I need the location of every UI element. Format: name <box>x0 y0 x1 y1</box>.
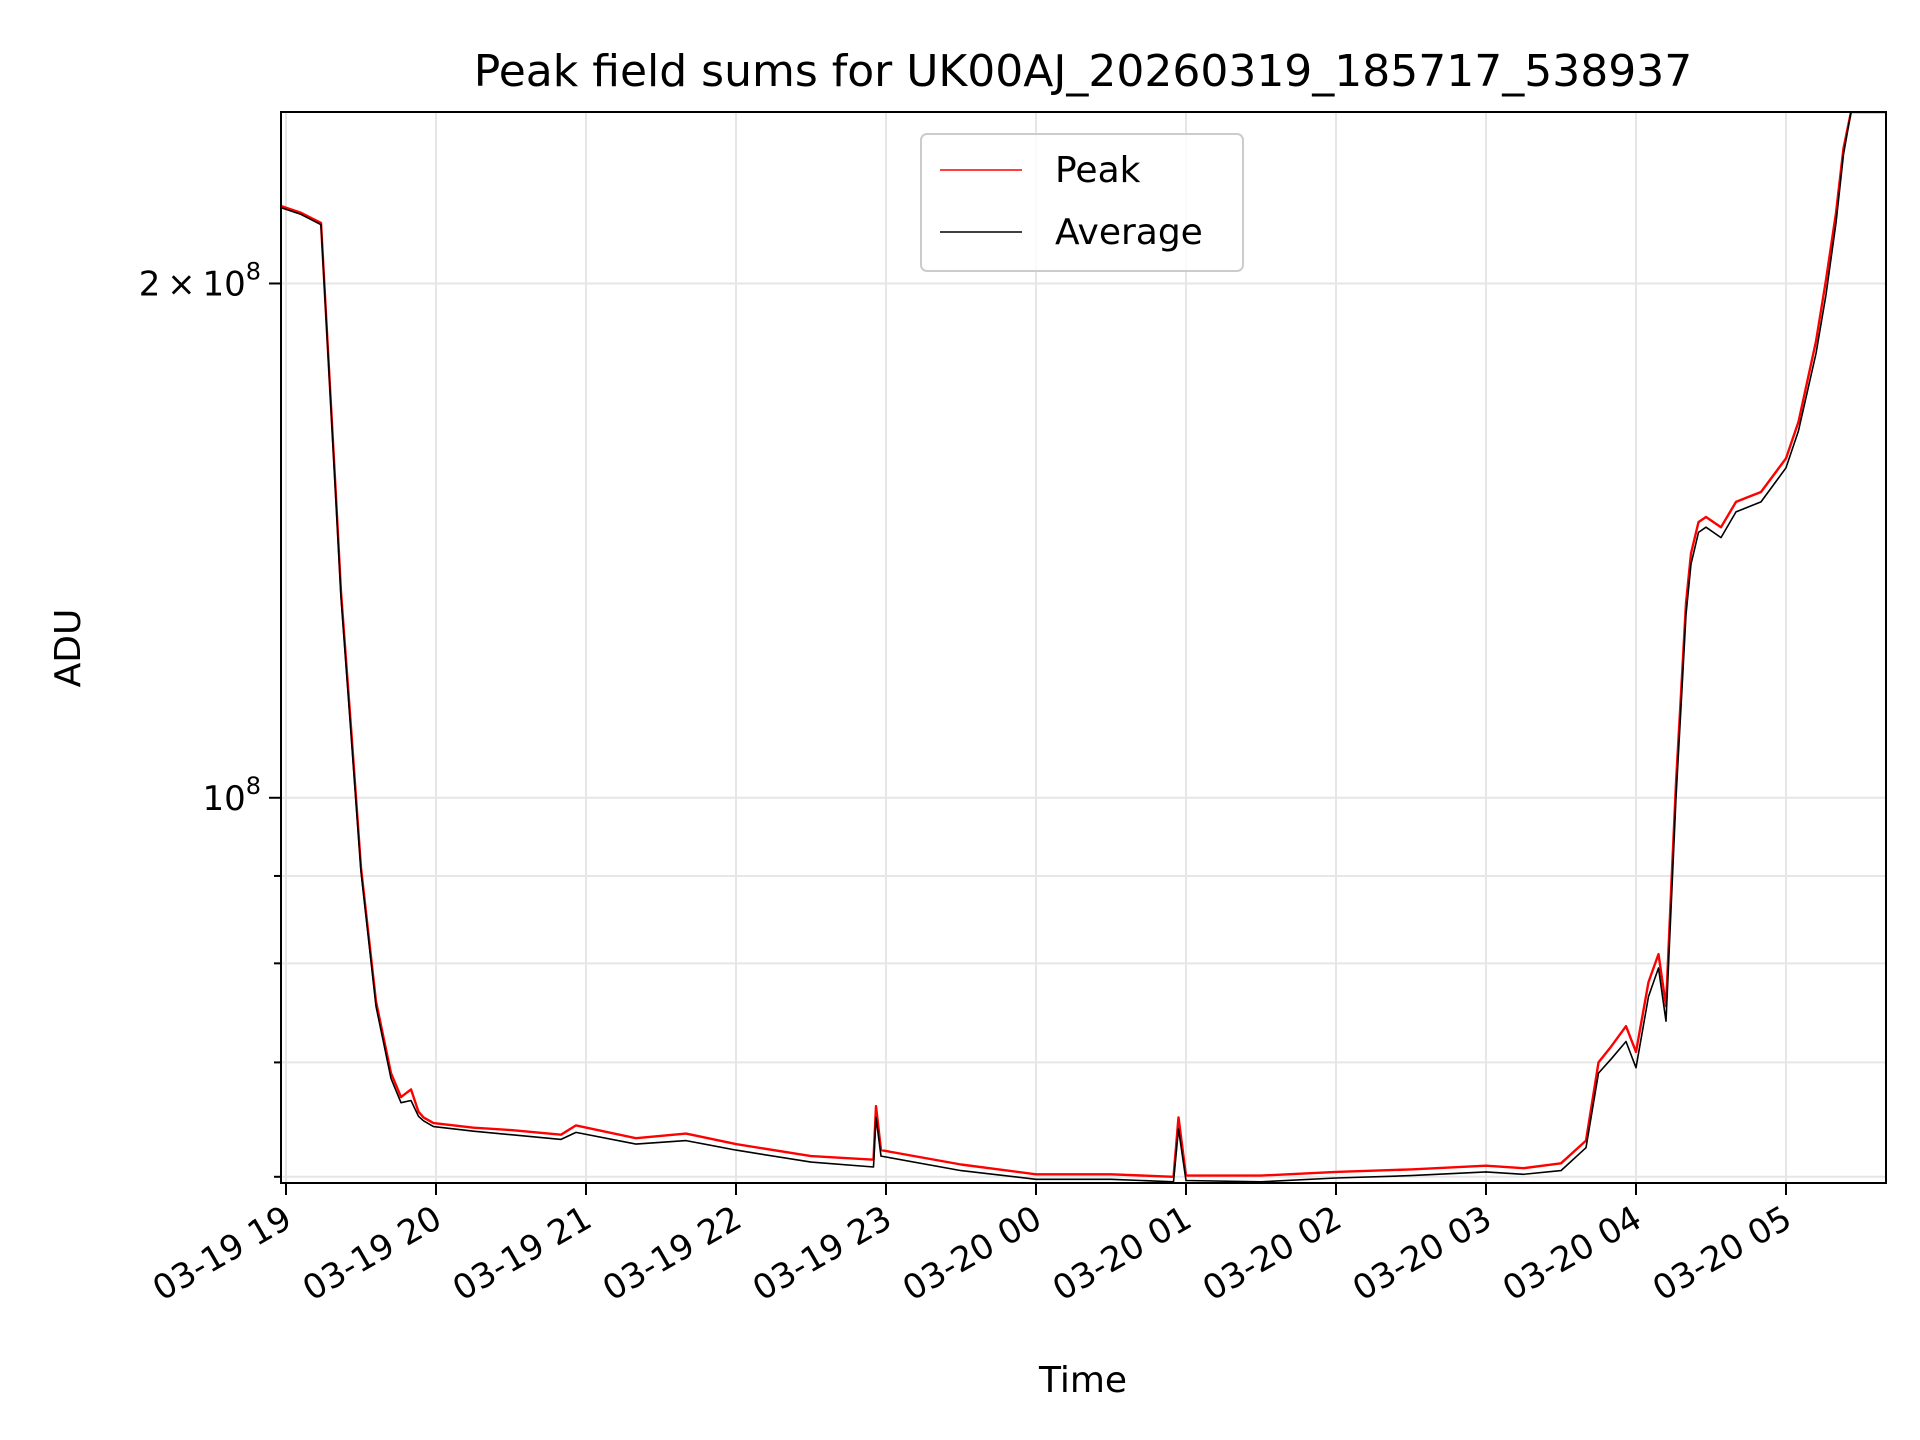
y-axis-title: ADU <box>48 609 89 688</box>
legend-box <box>920 133 1244 272</box>
legend: Peak Average <box>920 133 1244 272</box>
legend-average-label: Average <box>1055 212 1203 253</box>
legend-peak-label: Peak <box>1055 150 1141 191</box>
x-axis-title: Time <box>1038 1360 1127 1401</box>
chart-title: Peak field sums for UK00AJ_20260319_1857… <box>474 46 1692 97</box>
series-line-peak <box>281 112 1886 1179</box>
plot-frame <box>280 111 1887 1184</box>
series-layer <box>281 112 1886 1183</box>
y-tick-label: 108 <box>202 772 261 819</box>
y-axis: 2 × 108 108 <box>139 257 281 1178</box>
y-tick-label: 2 × 108 <box>139 257 261 304</box>
series-line-average <box>281 112 1886 1183</box>
grid <box>281 112 1886 1183</box>
